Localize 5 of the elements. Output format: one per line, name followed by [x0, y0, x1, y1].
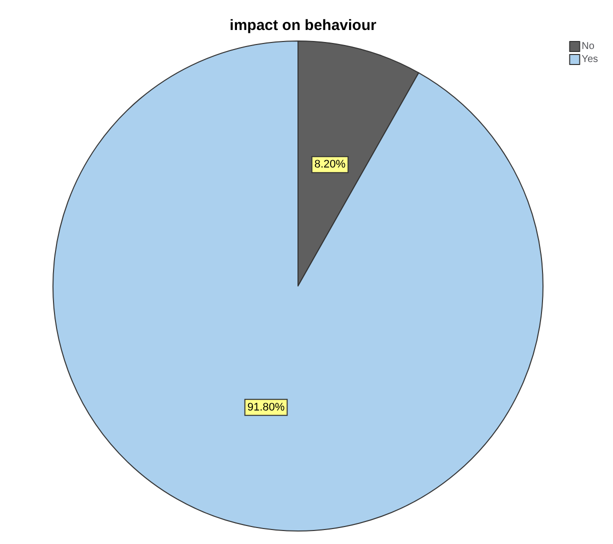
- data-label: 8.20%: [314, 158, 346, 171]
- data-label: 91.80%: [247, 401, 285, 414]
- chart-title: impact on behaviour: [230, 17, 376, 34]
- legend-label: Yes: [582, 54, 598, 65]
- legend-label: No: [582, 41, 595, 52]
